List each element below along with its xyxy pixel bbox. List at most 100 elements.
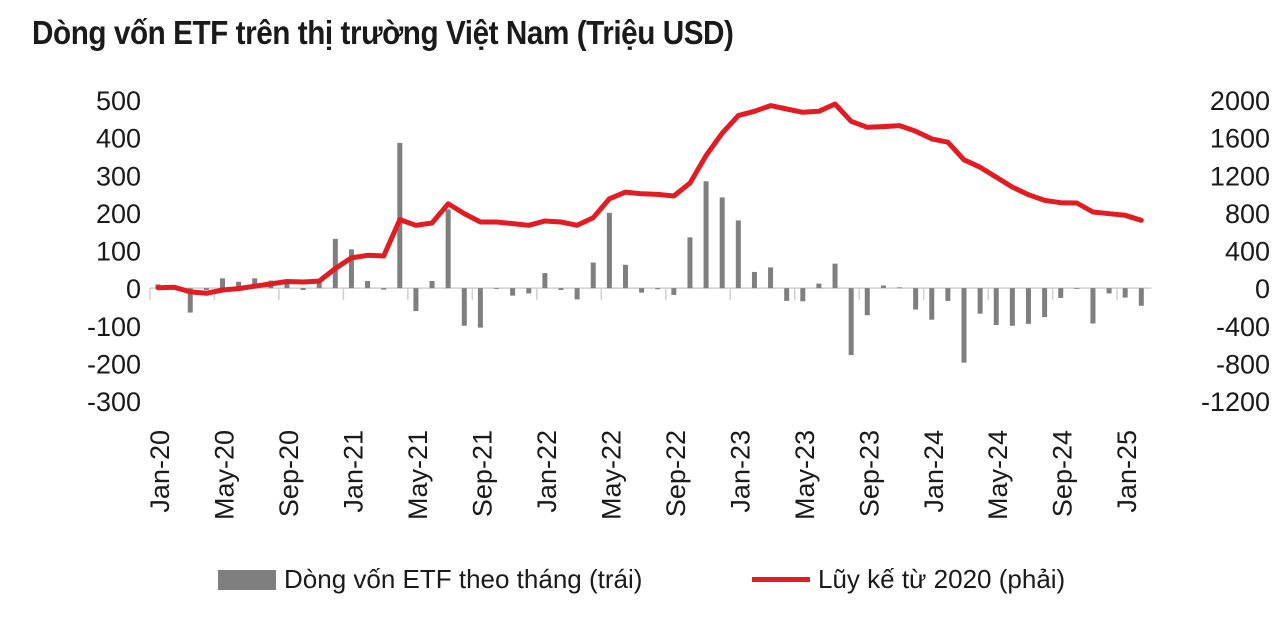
right-axis-tick-label: -1200 — [1201, 387, 1270, 417]
right-axis-tick-label: 1600 — [1210, 124, 1270, 154]
bar-Nov-23 — [897, 287, 903, 289]
right-axis-tick-label: -400 — [1216, 312, 1270, 342]
bar-May-20 — [219, 278, 225, 289]
left-axis-tick-label: -200 — [87, 349, 141, 379]
bar-Oct-23 — [880, 285, 886, 289]
bar-Jul-20 — [252, 278, 258, 289]
bar-Jun-21 — [429, 280, 435, 289]
right-axis-tick-label: 1200 — [1210, 161, 1270, 191]
left-axis-tick-label: 500 — [96, 86, 141, 116]
bar-Feb-22 — [558, 288, 564, 291]
bar-Dec-24 — [1106, 288, 1112, 294]
cumulative-line — [155, 101, 1144, 296]
x-axis-tick-label: Sep-20 — [274, 430, 304, 517]
bar-May-22 — [606, 212, 612, 289]
bar-Sep-20 — [284, 283, 290, 289]
bar-Oct-24 — [1074, 288, 1080, 289]
x-axis-tick-label: May-23 — [790, 430, 820, 520]
bar-Oct-22 — [687, 237, 693, 289]
x-axis-tick-label: Sep-23 — [854, 430, 884, 517]
bar-Mar-21 — [381, 288, 387, 290]
bar-Sep-21 — [477, 288, 483, 328]
bar-Nov-22 — [703, 181, 709, 289]
x-axis-tick-label: May-24 — [983, 430, 1013, 520]
bar-May-23 — [800, 288, 806, 302]
bar-Jul-21 — [445, 209, 451, 289]
bar-Dec-20 — [332, 238, 338, 289]
bar-Aug-24 — [1042, 288, 1048, 318]
bar-Oct-21 — [494, 288, 500, 289]
legend-bar-swatch — [218, 569, 276, 590]
bar-Mar-20 — [187, 288, 193, 313]
bar-Oct-20 — [300, 288, 306, 291]
x-axis-tick-label: Sep-21 — [467, 430, 497, 517]
right-axis-tick-label: 0 — [1255, 274, 1270, 304]
bar-Jan-22 — [542, 273, 548, 289]
x-axis-tick-label: Jan-23 — [725, 430, 755, 513]
bar-Apr-21 — [397, 142, 403, 289]
bar-Aug-23 — [848, 288, 854, 356]
bar-Nov-21 — [510, 288, 516, 296]
left-axis-tick-label: -300 — [87, 387, 141, 417]
bar-May-21 — [413, 288, 419, 312]
bar-Dec-21 — [526, 288, 532, 294]
bar-Jan-25 — [1122, 288, 1128, 298]
bar-Apr-24 — [977, 288, 983, 314]
bar-Sep-23 — [864, 288, 870, 316]
left-axis-tick-label: 300 — [96, 161, 141, 191]
bar-Apr-23 — [784, 288, 790, 301]
x-axis-tick-label: Jan-25 — [1112, 430, 1142, 513]
bar-Mar-23 — [768, 267, 774, 289]
bar-Jun-20 — [236, 281, 242, 289]
chart-title: Dòng vốn ETF trên thị trường Việt Nam (T… — [32, 14, 734, 51]
bar-Mar-24 — [961, 288, 967, 363]
left-axis-tick-label: 0 — [126, 274, 141, 304]
bar-Apr-20 — [203, 288, 209, 291]
bar-Jan-24 — [929, 288, 935, 320]
x-axis-tick-label: Jan-20 — [145, 430, 175, 513]
left-axis-tick-label: 200 — [96, 199, 141, 229]
bar-Sep-22 — [671, 288, 677, 295]
x-axis-tick-label: Sep-22 — [661, 430, 691, 517]
bar-Feb-23 — [751, 271, 757, 289]
bar-Jan-21 — [348, 249, 354, 289]
x-axis-tick-label: Jan-21 — [338, 430, 368, 513]
bar-Dec-23 — [913, 288, 919, 310]
x-axis-tick-label: May-21 — [403, 430, 433, 520]
right-axis-tick-label: -800 — [1216, 349, 1270, 379]
bar-Nov-24 — [1090, 288, 1096, 324]
bar-Jun-24 — [1009, 288, 1015, 326]
legend-bar-label: Dòng vốn ETF theo tháng (trái) — [284, 564, 643, 594]
left-axis-tick-label: 400 — [96, 124, 141, 154]
right-axis-tick-label: 400 — [1225, 237, 1270, 267]
x-axis-tick-label: May-22 — [596, 430, 626, 520]
bar-Feb-21 — [365, 280, 371, 289]
bar-Jun-23 — [816, 283, 822, 289]
bar-Jan-23 — [735, 220, 741, 289]
legend-item-line: Lũy kế từ 2020 (phải) — [752, 564, 1065, 595]
x-axis-tick-label: May-20 — [209, 430, 239, 520]
bar-Dec-22 — [719, 197, 725, 289]
legend-item-bar: Dòng vốn ETF theo tháng (trái) — [218, 564, 642, 595]
bar-Sep-24 — [1058, 288, 1064, 298]
bar-Apr-22 — [590, 262, 596, 289]
left-axis-tick-label: -100 — [87, 312, 141, 342]
x-axis-tick-label: Jan-22 — [532, 430, 562, 513]
bar-Jul-23 — [832, 263, 838, 289]
bar-Jul-24 — [1025, 288, 1031, 324]
bar-Jun-22 — [622, 264, 628, 289]
legend-line-label: Lũy kế từ 2020 (phải) — [818, 564, 1066, 594]
right-axis-tick-label: 2000 — [1210, 86, 1270, 116]
bar-Feb-25 — [1138, 288, 1144, 306]
bar-May-24 — [993, 288, 999, 325]
x-axis-tick-label: Sep-24 — [1048, 430, 1078, 517]
x-axis-tick-label: Jan-24 — [919, 430, 949, 513]
bar-Jul-22 — [639, 288, 645, 293]
bar-Feb-24 — [945, 288, 951, 301]
legend-line-swatch — [752, 577, 810, 582]
bar-Nov-20 — [316, 282, 322, 289]
left-axis-tick-label: 100 — [96, 237, 141, 267]
bar-Mar-22 — [574, 288, 580, 300]
bar-Aug-22 — [655, 288, 661, 290]
